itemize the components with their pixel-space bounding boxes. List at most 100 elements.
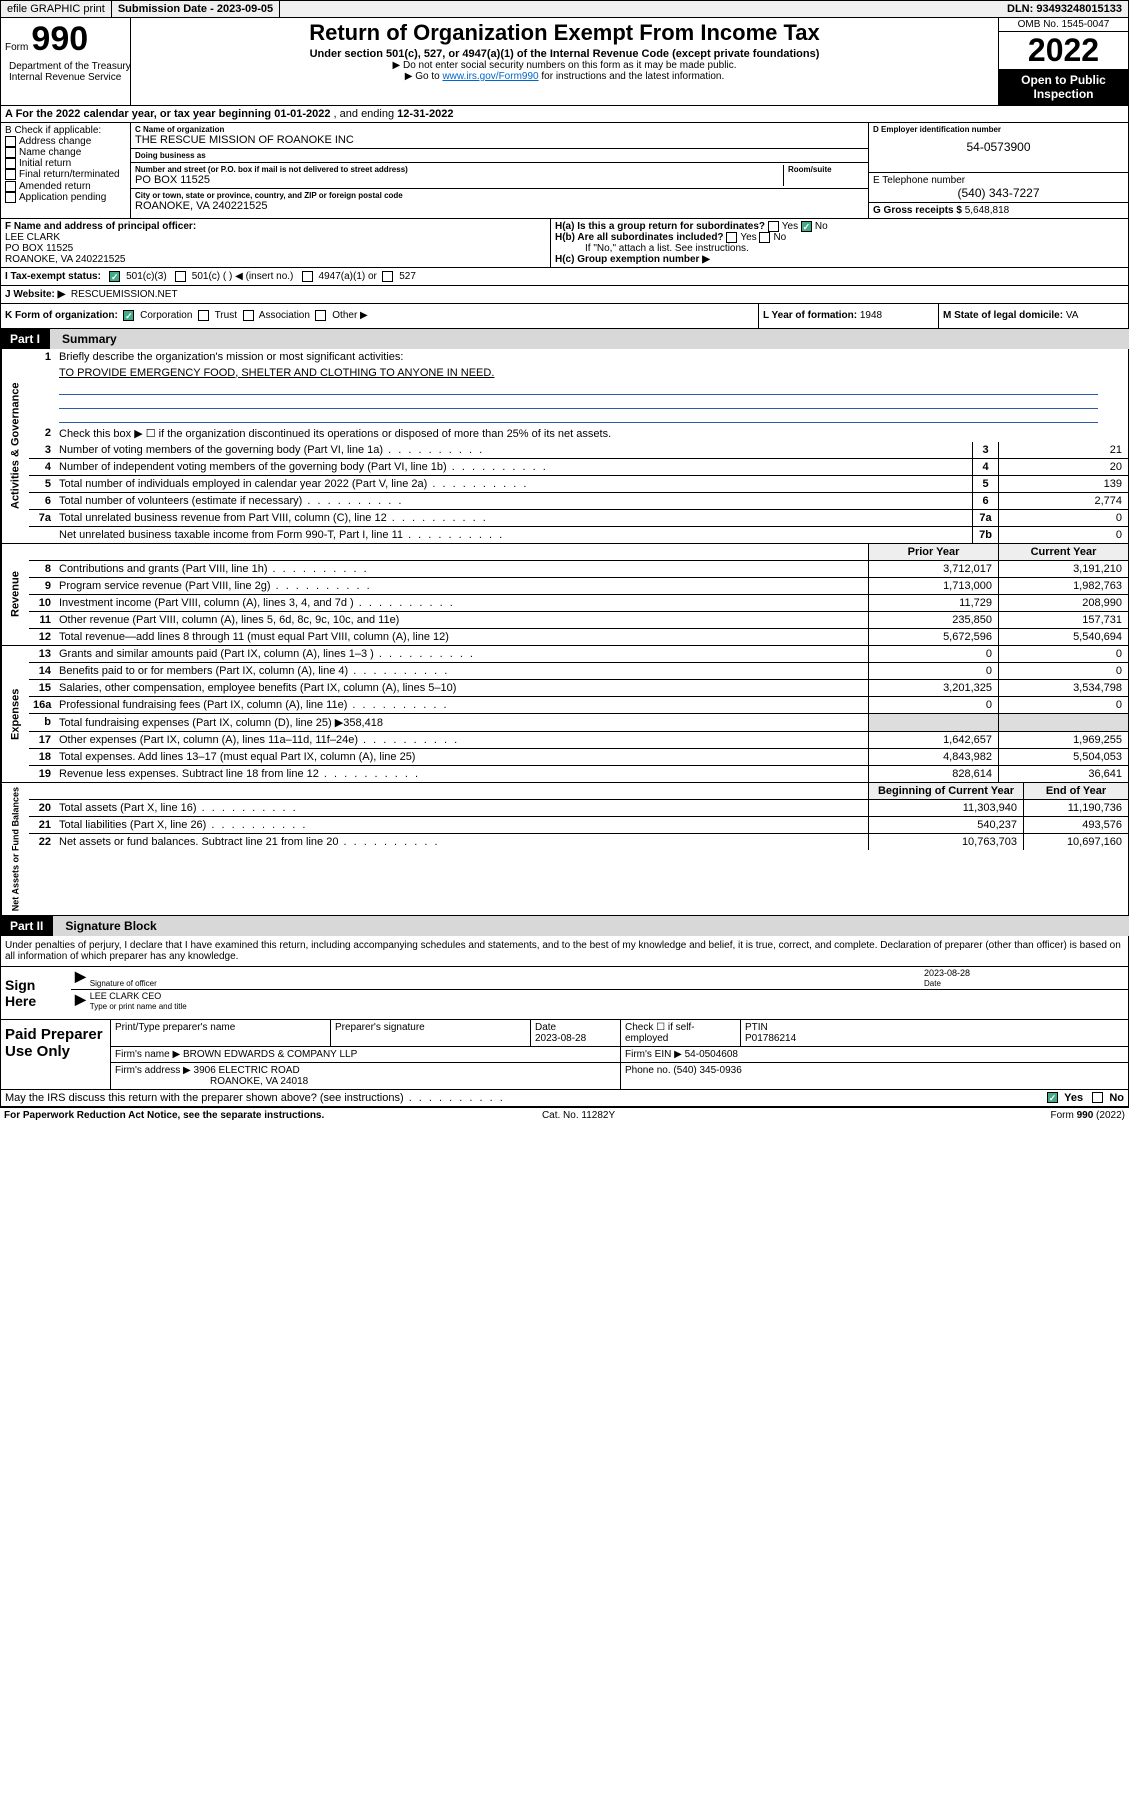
line8: Contributions and grants (Part VIII, lin… — [55, 561, 868, 577]
line1-label: Briefly describe the organization's miss… — [55, 349, 1128, 365]
po-label: F Name and address of principal officer: — [5, 221, 196, 232]
subdate-label: Submission Date - — [118, 3, 217, 15]
line19: Revenue less expenses. Subtract line 18 … — [55, 766, 868, 782]
chk-address[interactable]: Address change — [5, 136, 126, 147]
hdr-begin: Beginning of Current Year — [868, 783, 1023, 799]
summary-governance: Activities & Governance 1Briefly describ… — [0, 349, 1129, 544]
c8: 3,191,210 — [998, 561, 1128, 577]
subdate-value: 2023-09-05 — [217, 3, 273, 15]
gross-value: 5,648,818 — [965, 205, 1010, 216]
vtab-governance: Activities & Governance — [1, 349, 29, 543]
note2-pre: ▶ Go to — [405, 71, 443, 82]
ein-label: D Employer identification number — [873, 125, 1124, 134]
val6: 2,774 — [998, 493, 1128, 509]
row-i-tax-status: I Tax-exempt status: 501(c)(3) 501(c) ( … — [0, 268, 1129, 286]
department: Department of the Treasury Internal Reve… — [5, 59, 135, 85]
paid-preparer-block: Paid Preparer Use Only Print/Type prepar… — [0, 1020, 1129, 1090]
ein-value: 54-0573900 — [873, 140, 1124, 154]
footer-right: Form 990 (2022) — [1050, 1110, 1124, 1121]
principal-officer: F Name and address of principal officer:… — [1, 219, 551, 267]
val5: 139 — [998, 476, 1128, 492]
col-b: B Check if applicable: Address change Na… — [1, 123, 131, 218]
open-to-public: Open to Public Inspection — [999, 69, 1128, 105]
chk-final[interactable]: Final return/terminated — [5, 169, 126, 180]
ha-no[interactable] — [801, 221, 812, 232]
row-klm: K Form of organization: Corporation Trus… — [0, 304, 1129, 328]
arrow-icon: ▶ — [75, 968, 90, 988]
hdr-prior: Prior Year — [868, 544, 998, 560]
underline — [59, 383, 1098, 395]
chk-trust[interactable] — [198, 310, 209, 321]
ha-yes[interactable] — [768, 221, 779, 232]
chk-assoc[interactable] — [243, 310, 254, 321]
chk-4947[interactable] — [302, 271, 313, 282]
line10: Investment income (Part VIII, column (A)… — [55, 595, 868, 611]
submission-date: Submission Date - 2023-09-05 — [112, 1, 280, 17]
org-name-label: C Name of organization — [135, 125, 864, 134]
note-ssn: ▶ Do not enter social security numbers o… — [137, 60, 992, 71]
line15: Salaries, other compensation, employee b… — [55, 680, 868, 696]
part1-title: Summary — [50, 329, 1129, 349]
irs-link[interactable]: www.irs.gov/Form990 — [442, 71, 538, 82]
chk-501c[interactable] — [175, 271, 186, 282]
c15: 3,534,798 — [998, 680, 1128, 696]
mission-text: TO PROVIDE EMERGENCY FOOD, SHELTER AND C… — [55, 365, 1128, 381]
c11: 157,731 — [998, 612, 1128, 628]
hb-label: H(b) Are all subordinates included? — [555, 232, 724, 243]
row-a-begin: 01-01-2022 — [274, 108, 330, 120]
chk-501c3[interactable] — [109, 271, 120, 282]
vtab-net-assets: Net Assets or Fund Balances — [1, 783, 29, 915]
hb-yes[interactable] — [726, 232, 737, 243]
line20: Total assets (Part X, line 16) — [55, 800, 868, 816]
chk-corp[interactable] — [123, 310, 134, 321]
website-value: RESCUEMISSION.NET — [71, 289, 178, 300]
val7b: 0 — [998, 527, 1128, 543]
city-cell: City or town, state or province, country… — [131, 189, 868, 214]
line5: Total number of individuals employed in … — [55, 476, 972, 492]
row-a-mid: , and ending — [334, 108, 398, 120]
p18: 4,843,982 — [868, 749, 998, 765]
hc-row: H(c) Group exemption number ▶ — [555, 254, 1124, 265]
line22: Net assets or fund balances. Subtract li… — [55, 834, 868, 850]
p22: 10,763,703 — [868, 834, 1023, 850]
sign-here-block: Sign Here ▶ Signature of officer 2023-08… — [0, 967, 1129, 1020]
row-f: F Name and address of principal officer:… — [0, 219, 1129, 268]
chk-other[interactable] — [315, 310, 326, 321]
line6: Total number of volunteers (estimate if … — [55, 493, 972, 509]
year-formation: L Year of formation: 1948 — [758, 304, 938, 327]
tel-label: E Telephone number — [873, 175, 1124, 186]
form-word: Form — [5, 42, 28, 53]
hb-note: If "No," attach a list. See instructions… — [555, 243, 1124, 254]
sig-name-line: ▶ LEE CLARK CEOType or print name and ti… — [71, 990, 1128, 1012]
sign-here-label: Sign Here — [1, 967, 71, 1019]
chk-amended[interactable]: Amended return — [5, 181, 126, 192]
chk-application[interactable]: Application pending — [5, 192, 126, 203]
note-link: ▶ Go to www.irs.gov/Form990 for instruct… — [137, 71, 992, 82]
l-value: 1948 — [860, 310, 882, 321]
year-box: OMB No. 1545-0047 2022 Open to Public In… — [998, 18, 1128, 105]
val7a: 0 — [998, 510, 1128, 526]
part1-header: Part I Summary — [0, 329, 1129, 349]
may-yes[interactable] — [1047, 1092, 1058, 1103]
hb-no[interactable] — [759, 232, 770, 243]
c21: 493,576 — [1023, 817, 1128, 833]
org-name-cell: C Name of organization THE RESCUE MISSIO… — [131, 123, 868, 149]
page-footer: For Paperwork Reduction Act Notice, see … — [0, 1107, 1129, 1123]
c16a: 0 — [998, 697, 1128, 713]
may-no[interactable] — [1092, 1092, 1103, 1103]
c17: 1,969,255 — [998, 732, 1128, 748]
chk-name[interactable]: Name change — [5, 147, 126, 158]
city-label: City or town, state or province, country… — [135, 191, 864, 200]
header-grid: B Check if applicable: Address change Na… — [0, 123, 1129, 219]
chk-initial[interactable]: Initial return — [5, 158, 126, 169]
line14: Benefits paid to or for members (Part IX… — [55, 663, 868, 679]
row-a-pre: A For the 2022 calendar year, or tax yea… — [5, 108, 274, 120]
form-subtitle: Under section 501(c), 527, or 4947(a)(1)… — [137, 48, 992, 60]
c9: 1,982,763 — [998, 578, 1128, 594]
chk-527[interactable] — [382, 271, 393, 282]
c18: 5,504,053 — [998, 749, 1128, 765]
po-name: LEE CLARK — [5, 232, 60, 243]
group-return: H(a) Is this a group return for subordin… — [551, 219, 1128, 267]
form-header: Form 990 Department of the Treasury Inte… — [0, 18, 1129, 106]
p20: 11,303,940 — [868, 800, 1023, 816]
